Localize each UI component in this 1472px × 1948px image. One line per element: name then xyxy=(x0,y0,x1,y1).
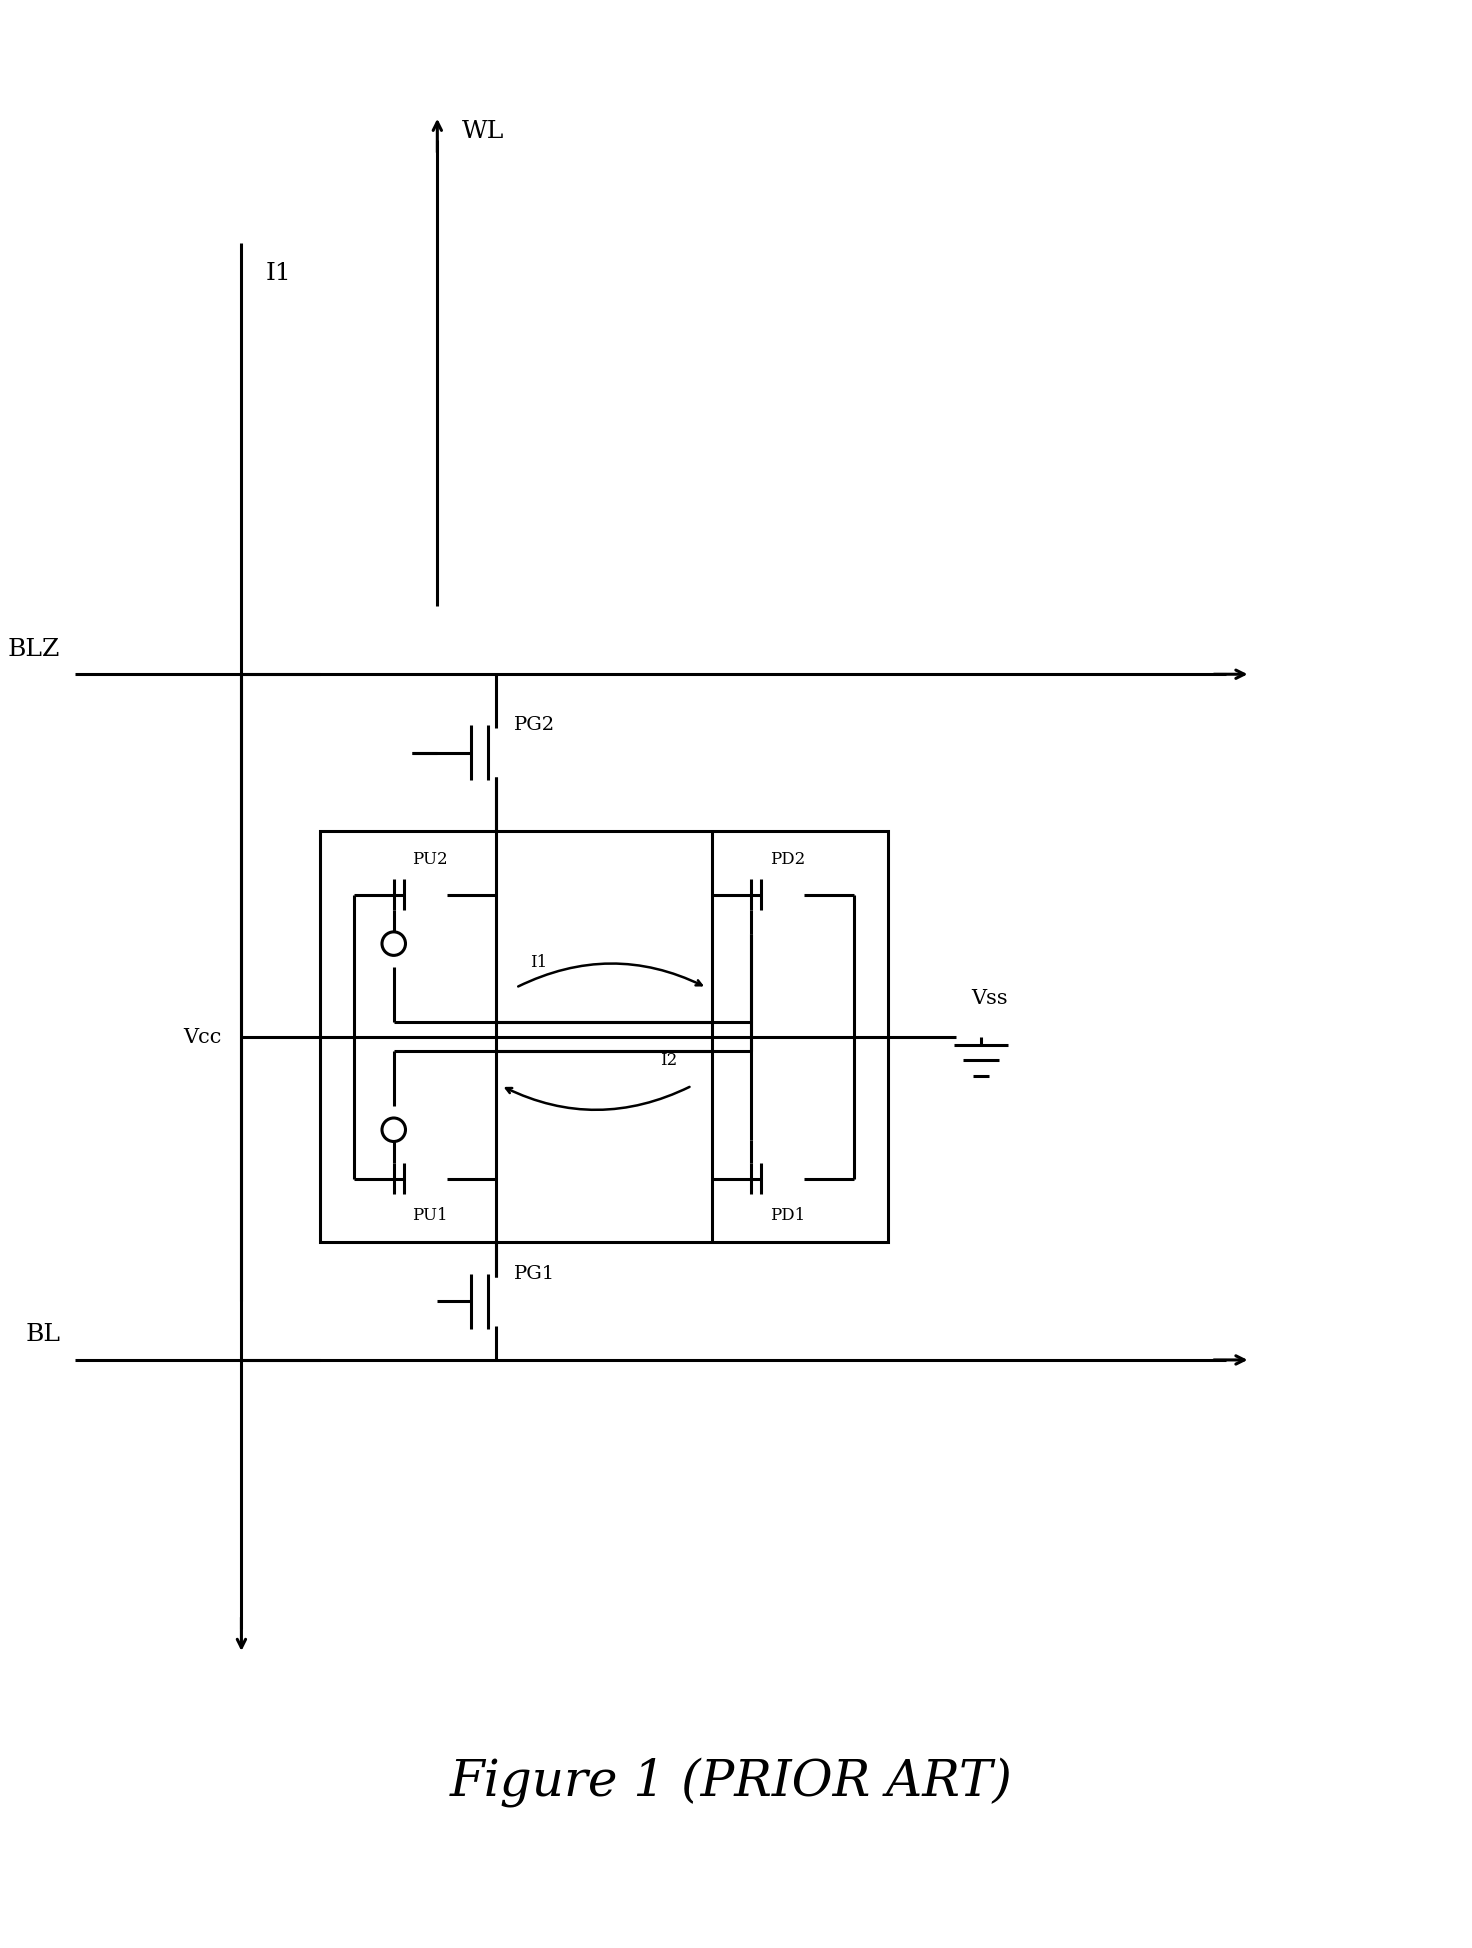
Text: Figure 1 (PRIOR ART): Figure 1 (PRIOR ART) xyxy=(450,1757,1013,1806)
Text: PU1: PU1 xyxy=(412,1206,447,1223)
Bar xyxy=(319,832,888,1243)
Text: I2: I2 xyxy=(659,1052,677,1069)
Text: I1: I1 xyxy=(530,955,548,970)
Text: PG1: PG1 xyxy=(514,1264,555,1282)
Text: WL: WL xyxy=(462,121,505,142)
Text: PD1: PD1 xyxy=(770,1206,805,1223)
Text: I1: I1 xyxy=(266,261,291,284)
Text: PG2: PG2 xyxy=(514,715,555,734)
Text: Vcc: Vcc xyxy=(184,1029,222,1046)
Text: Vss: Vss xyxy=(972,990,1008,1007)
Text: BL: BL xyxy=(25,1323,60,1346)
Text: PU2: PU2 xyxy=(412,851,447,867)
Text: PD2: PD2 xyxy=(770,851,805,867)
Text: BLZ: BLZ xyxy=(7,637,60,660)
